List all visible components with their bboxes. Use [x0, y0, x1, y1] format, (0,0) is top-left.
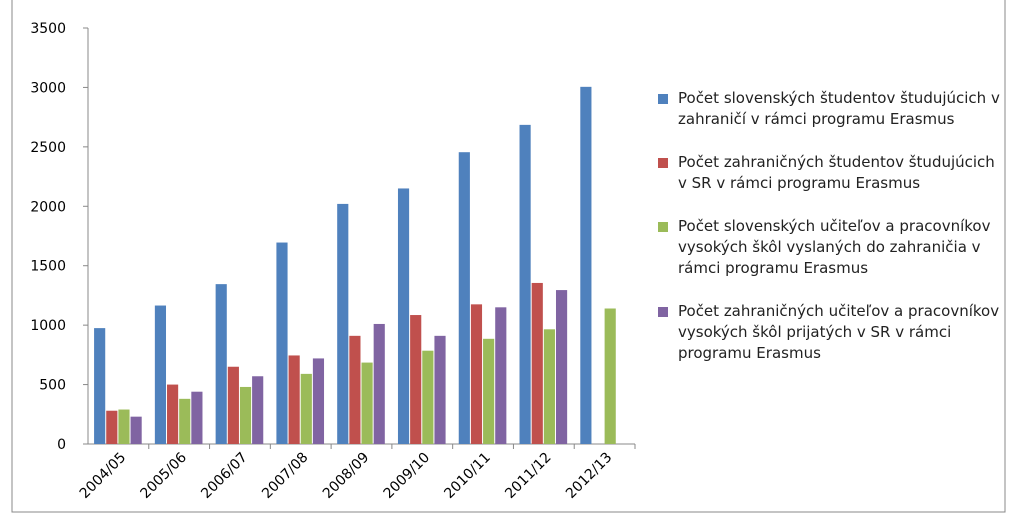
- legend-swatch: [658, 158, 668, 168]
- y-tick-label: 3500: [30, 21, 66, 37]
- bar: [543, 329, 555, 444]
- bar: [118, 409, 130, 444]
- bar: [555, 290, 568, 444]
- x-tick-label: 2009/10: [381, 450, 433, 502]
- legend-swatch: [658, 307, 668, 317]
- legend-label: Počet zahraničných študentov študujúcich…: [678, 153, 995, 192]
- x-tick-label: 2012/13: [563, 450, 615, 502]
- y-tick-label: 0: [57, 437, 66, 453]
- x-tick-label: 2011/12: [502, 450, 554, 502]
- x-tick-label: 2004/05: [77, 450, 129, 502]
- bar: [167, 384, 179, 444]
- bar: [337, 203, 349, 444]
- bar: [154, 305, 167, 444]
- legend: Počet slovenských študentov študujúcich …: [658, 88, 1003, 386]
- bar: [580, 86, 592, 444]
- x-tick-label: 2008/09: [320, 450, 372, 502]
- bar: [422, 350, 434, 444]
- bar: [410, 315, 422, 444]
- y-tick-label: 3000: [30, 80, 66, 96]
- bar: [397, 188, 410, 444]
- legend-label: Počet zahraničných učiteľov a pracovníko…: [678, 302, 1000, 362]
- y-tick-label: 500: [39, 378, 66, 394]
- y-tick-label: 2500: [30, 140, 66, 156]
- bar: [483, 338, 495, 444]
- bar: [604, 308, 616, 444]
- bar: [361, 362, 373, 444]
- chart-border: [11, 0, 1006, 513]
- legend-item: Počet zahraničných študentov študujúcich…: [658, 152, 1003, 194]
- bar: [94, 328, 106, 444]
- y-tick-label: 1000: [30, 318, 66, 334]
- bar: [239, 386, 252, 444]
- bar: [312, 358, 325, 444]
- bar: [300, 373, 312, 444]
- legend-item: Počet zahraničných učiteľov a pracovníko…: [658, 301, 1003, 364]
- legend-item: Počet slovenských študentov študujúcich …: [658, 88, 1003, 130]
- legend-label: Počet slovenských učiteľov a pracovníkov…: [678, 217, 991, 277]
- bar: [531, 282, 543, 444]
- bar: [373, 323, 385, 444]
- bar: [191, 391, 203, 444]
- bar: [252, 376, 264, 444]
- bar: [495, 307, 507, 444]
- y-tick-label: 1500: [30, 259, 66, 275]
- bar: [470, 304, 483, 444]
- bar: [215, 284, 227, 444]
- bar: [179, 398, 191, 444]
- x-tick-label: 2006/07: [198, 450, 250, 502]
- bar: [434, 335, 446, 444]
- legend-label: Počet slovenských študentov študujúcich …: [678, 89, 1000, 128]
- bar: [458, 152, 470, 444]
- x-tick-label: 2007/08: [259, 450, 311, 502]
- legend-swatch: [658, 94, 668, 104]
- bar: [349, 335, 361, 444]
- x-tick-label: 2010/11: [441, 450, 493, 502]
- bar: [227, 366, 239, 444]
- bar: [519, 124, 531, 445]
- bar: [288, 355, 300, 444]
- legend-item: Počet slovenských učiteľov a pracovníkov…: [658, 216, 1003, 279]
- x-tick-label: 2005/06: [138, 449, 191, 502]
- bar: [130, 416, 142, 444]
- bar: [106, 410, 118, 444]
- y-tick-label: 2000: [30, 199, 66, 215]
- bar: [276, 242, 288, 444]
- legend-swatch: [658, 222, 668, 232]
